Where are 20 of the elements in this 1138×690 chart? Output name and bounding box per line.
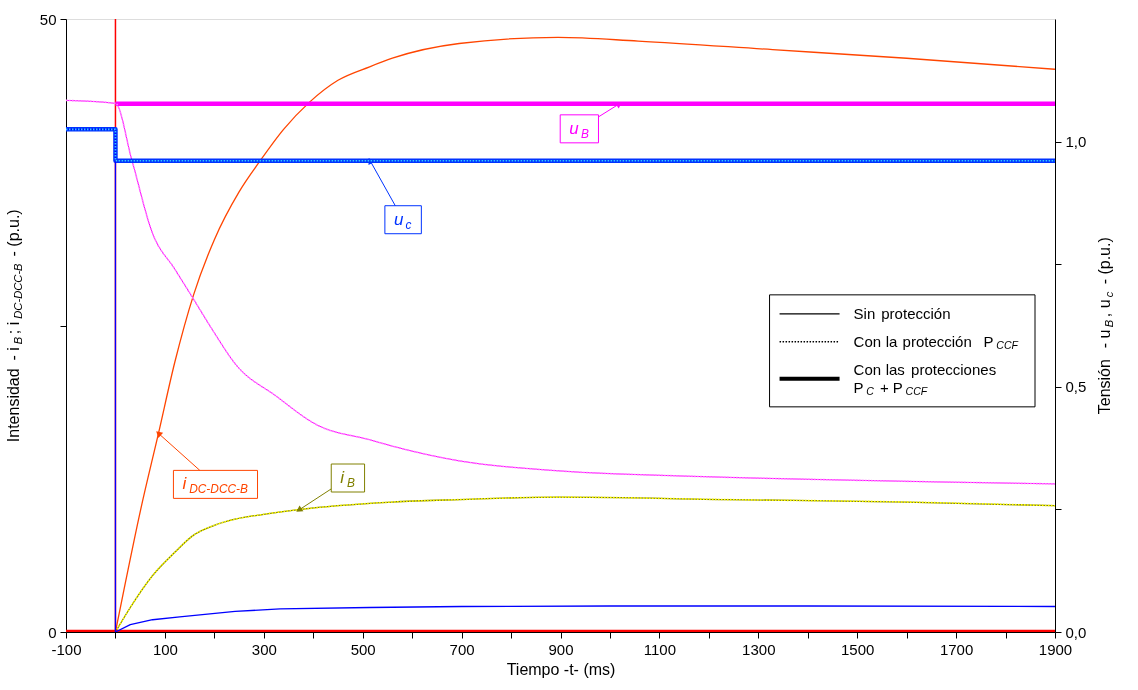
x-tick-label: 1100 — [643, 640, 677, 658]
x-tick-label: 1300 — [742, 640, 776, 658]
text: Intensidad - iB; iDC-DCC-B - (p.u.) — [5, 209, 24, 443]
y2-tick-label: 0,5 — [1065, 378, 1087, 396]
x-tick-label: 300 — [251, 640, 277, 658]
annotation: Sin protección — [853, 304, 951, 322]
x-axis-title: Tiempo -t- (ms) — [506, 660, 616, 678]
x-tick-label: -100 — [51, 640, 82, 658]
x-tick-label: 1500 — [841, 640, 875, 658]
x-tick-label: 100 — [152, 640, 178, 658]
y2-tick-label: 0,0 — [1065, 623, 1087, 641]
x-tick-label: 1900 — [1038, 640, 1073, 658]
y-tick-label: 50 — [39, 10, 57, 28]
x-tick-label: 900 — [548, 640, 574, 658]
x-tick-label: 1700 — [939, 640, 974, 658]
text: Tensión - uB, uc - (p.u.) — [1096, 237, 1115, 415]
y2-tick-label: 1,0 — [1065, 133, 1087, 151]
x-tick-label: 500 — [350, 640, 376, 658]
x-tick-label: 700 — [449, 640, 475, 658]
y-tick-label: 0 — [48, 623, 57, 641]
